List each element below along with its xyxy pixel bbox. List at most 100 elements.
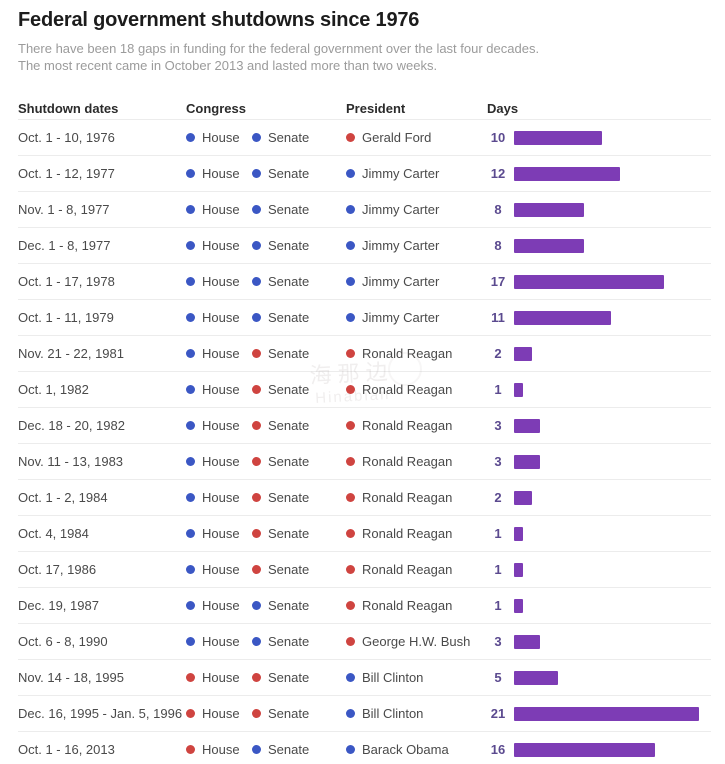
- president-party-dot-icon: [346, 421, 355, 430]
- house-party-dot-icon: [186, 277, 195, 286]
- days-count: 1: [494, 598, 502, 613]
- president-cell: Gerald Ford: [346, 130, 486, 145]
- president-party-dot-icon: [346, 745, 355, 754]
- senate-party-dot-icon: [252, 709, 261, 718]
- days-bar: [514, 598, 523, 613]
- president-cell: Ronald Reagan: [346, 382, 486, 397]
- congress-cell: House Senate: [186, 634, 346, 649]
- shutdown-dates-cell: Oct. 1 - 10, 1976: [18, 130, 115, 145]
- congress-cell: House Senate: [186, 526, 346, 541]
- senate-party-dot-icon: [252, 241, 261, 250]
- days-bar-cell: [510, 382, 711, 397]
- header-days: Days: [487, 100, 519, 116]
- president-name: Jimmy Carter: [362, 274, 440, 289]
- days-bar-cell: [510, 130, 711, 145]
- house-chamber: House: [186, 454, 252, 469]
- house-label: House: [202, 202, 240, 217]
- house-party-dot-icon: [186, 601, 195, 610]
- days-count: 12: [490, 166, 506, 181]
- congress-cell: House Senate: [186, 454, 346, 469]
- shutdown-dates-cell: Dec. 18 - 20, 1982: [18, 418, 125, 433]
- president-name: Gerald Ford: [362, 130, 432, 145]
- shutdown-dates-cell: Dec. 1 - 8, 1977: [18, 238, 111, 253]
- shutdown-dates-cell: Oct. 1, 1982: [18, 382, 89, 397]
- senate-label: Senate: [268, 238, 310, 253]
- days-bar: [514, 418, 540, 433]
- house-label: House: [202, 274, 240, 289]
- president-cell: Ronald Reagan: [346, 346, 486, 361]
- house-label: House: [202, 166, 240, 181]
- house-party-dot-icon: [186, 133, 195, 142]
- days-count: 10: [490, 130, 506, 145]
- senate-chamber: Senate: [252, 166, 309, 181]
- shutdown-dates-cell: Oct. 6 - 8, 1990: [18, 634, 108, 649]
- congress-cell: House Senate: [186, 130, 346, 145]
- senate-label: Senate: [268, 490, 310, 505]
- president-party-dot-icon: [346, 565, 355, 574]
- table-row: Oct. 1 - 12, 1977 House Senate Jimmy Car…: [18, 156, 711, 192]
- president-name: George H.W. Bush: [362, 634, 471, 649]
- shutdown-dates-cell: Oct. 1 - 11, 1979: [18, 310, 114, 325]
- senate-party-dot-icon: [252, 205, 261, 214]
- house-chamber: House: [186, 562, 252, 577]
- senate-label: Senate: [268, 598, 310, 613]
- table-row: Dec. 18 - 20, 1982 House Senate Ronald R…: [18, 408, 711, 444]
- president-name: Ronald Reagan: [362, 598, 453, 613]
- senate-party-dot-icon: [252, 313, 261, 322]
- days-bar-cell: [510, 454, 711, 469]
- president-cell: Ronald Reagan: [346, 598, 486, 613]
- table-row: Nov. 14 - 18, 1995 House Senate Bill Cli…: [18, 660, 711, 696]
- senate-chamber: Senate: [252, 382, 309, 397]
- days-count: 1: [494, 562, 502, 577]
- house-party-dot-icon: [186, 169, 195, 178]
- senate-chamber: Senate: [252, 742, 309, 757]
- house-label: House: [202, 454, 240, 469]
- president-cell: Ronald Reagan: [346, 526, 486, 541]
- senate-chamber: Senate: [252, 130, 309, 145]
- house-label: House: [202, 310, 240, 325]
- president-name: Jimmy Carter: [362, 238, 440, 253]
- senate-party-dot-icon: [252, 421, 261, 430]
- table-row: Oct. 1 - 11, 1979 House Senate Jimmy Car…: [18, 300, 711, 336]
- days-count: 1: [494, 382, 502, 397]
- senate-party-dot-icon: [252, 169, 261, 178]
- house-chamber: House: [186, 274, 252, 289]
- house-label: House: [202, 238, 240, 253]
- house-party-dot-icon: [186, 709, 195, 718]
- senate-chamber: Senate: [252, 706, 309, 721]
- house-chamber: House: [186, 526, 252, 541]
- president-name: Bill Clinton: [362, 670, 424, 685]
- house-chamber: House: [186, 346, 252, 361]
- table-row: Oct. 6 - 8, 1990 House Senate George H.W…: [18, 624, 711, 660]
- days-count: 21: [490, 706, 506, 721]
- shutdown-dates-cell: Oct. 1 - 2, 1984: [18, 490, 108, 505]
- president-party-dot-icon: [346, 457, 355, 466]
- table-row: Oct. 4, 1984 House Senate Ronald Reagan …: [18, 516, 711, 552]
- table-row: Oct. 1 - 16, 2013 House Senate Barack Ob…: [18, 732, 711, 764]
- president-name: Jimmy Carter: [362, 202, 440, 217]
- table-row: Dec. 16, 1995 - Jan. 5, 1996 House Senat…: [18, 696, 711, 732]
- congress-cell: House Senate: [186, 166, 346, 181]
- house-label: House: [202, 634, 240, 649]
- president-party-dot-icon: [346, 205, 355, 214]
- days-bar: [514, 130, 602, 145]
- days-bar-cell: [510, 526, 711, 541]
- days-count: 16: [490, 742, 506, 757]
- table-row: Oct. 1, 1982 House Senate Ronald Reagan …: [18, 372, 711, 408]
- days-bar: [514, 706, 699, 721]
- house-label: House: [202, 670, 240, 685]
- congress-cell: House Senate: [186, 310, 346, 325]
- senate-label: Senate: [268, 346, 310, 361]
- president-name: Ronald Reagan: [362, 562, 453, 577]
- house-party-dot-icon: [186, 421, 195, 430]
- house-label: House: [202, 562, 240, 577]
- page-title: Federal government shutdowns since 1976: [18, 9, 420, 31]
- shutdown-dates-cell: Nov. 11 - 13, 1983: [18, 454, 124, 469]
- house-party-dot-icon: [186, 349, 195, 358]
- president-cell: Bill Clinton: [346, 706, 486, 721]
- congress-cell: House Senate: [186, 418, 346, 433]
- president-cell: Ronald Reagan: [346, 418, 486, 433]
- shutdown-dates-cell: Dec. 19, 1987: [18, 598, 99, 613]
- table-row: Oct. 17, 1986 House Senate Ronald Reagan…: [18, 552, 711, 588]
